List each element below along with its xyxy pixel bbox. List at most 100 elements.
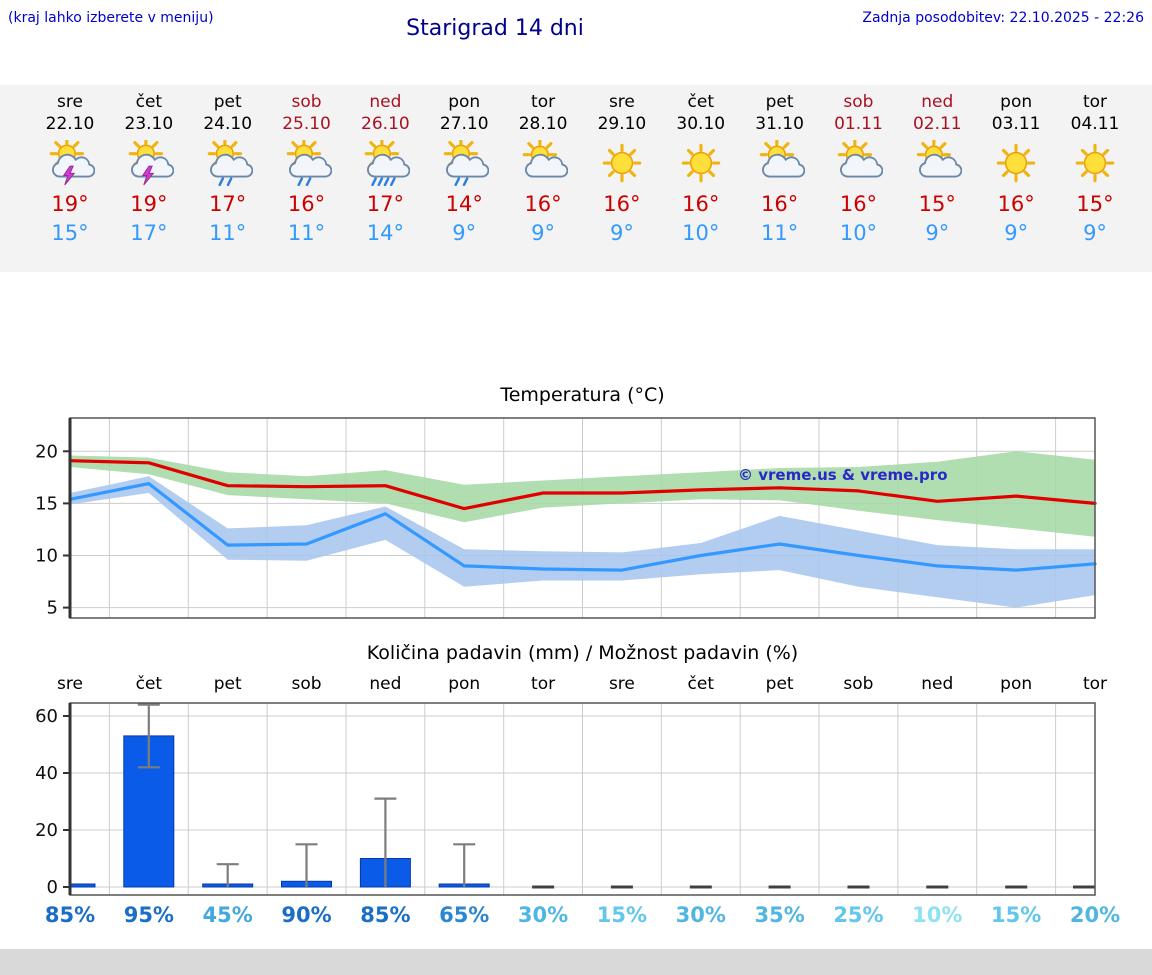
max-temperature: 17° <box>209 192 247 216</box>
forecast-strip: sre 22.10 19° 15° čet 23.10 19° 17° pet … <box>0 85 1152 272</box>
day-name: pon <box>448 92 481 112</box>
temp-ytick-label: 20 <box>35 441 58 462</box>
precip-probability: 30% <box>517 903 569 927</box>
precip-probability: 20% <box>1069 903 1121 927</box>
min-temperature: 14° <box>366 221 404 245</box>
max-temperature: 16° <box>524 192 562 216</box>
precip-probability: 30% <box>675 903 726 927</box>
day-name: ned <box>369 92 402 112</box>
precip-day-label: pet <box>213 674 242 694</box>
partly-cloudy-icon <box>740 137 820 186</box>
precip-probability: 85% <box>360 903 411 927</box>
precip-probability: 25% <box>833 903 884 927</box>
zero-precip-mark <box>847 885 870 889</box>
sun-icon <box>661 140 741 186</box>
zero-precip-mark <box>1005 885 1028 889</box>
thunderstorm-icon <box>109 136 189 186</box>
max-temperature: 19° <box>130 192 168 216</box>
min-temperature: 17° <box>130 221 168 245</box>
forecast-day[interactable]: pon 27.10 14° 9° <box>424 85 504 272</box>
precip-day-label: pon <box>1000 674 1033 694</box>
day-name: pet <box>213 92 242 112</box>
max-temperature: 19° <box>51 192 89 216</box>
day-date: 22.10 <box>45 114 95 134</box>
day-date: 01.11 <box>834 114 883 134</box>
precip-day-label: sre <box>57 674 83 694</box>
forecast-day[interactable]: ned 26.10 17° 14° <box>345 85 425 272</box>
forecast-day[interactable]: sre 22.10 19° 15° <box>30 85 110 272</box>
precip-ytick-label: 0 <box>47 877 58 898</box>
precip-probability: 65% <box>439 903 490 927</box>
min-temperature: 10° <box>839 221 878 245</box>
min-temperature: 9° <box>1004 221 1029 245</box>
precip-ytick-label: 40 <box>35 763 58 784</box>
temperature-chart: 5 10 15 20 © vreme.us & vreme.pro <box>35 417 1097 619</box>
temp-ytick-label: 15 <box>35 493 58 514</box>
precip-probability: 15% <box>991 903 1042 927</box>
zero-precip-mark <box>768 885 791 889</box>
rain-icon <box>188 136 268 187</box>
partly-cloudy-icon <box>897 137 977 186</box>
day-date: 24.10 <box>203 114 253 134</box>
min-temperature: 9° <box>925 221 950 245</box>
day-name: ned <box>921 92 954 112</box>
precip-day-label: tor <box>531 674 556 694</box>
max-temperature-line <box>68 459 1097 511</box>
precip-day-label: ned <box>921 674 954 694</box>
day-date: 31.10 <box>755 114 804 134</box>
forecast-day[interactable]: sob 01.11 16° 10° <box>818 85 898 272</box>
day-name: sob <box>291 92 322 112</box>
precip-day-label: sob <box>291 674 322 694</box>
forecast-day[interactable]: tor 28.10 16° 9° <box>503 85 583 272</box>
max-temperature: 16° <box>287 192 326 216</box>
precip-ytick-label: 20 <box>35 820 58 841</box>
precip-probability: 90% <box>281 903 332 927</box>
day-date: 30.10 <box>676 114 726 134</box>
day-name: pet <box>765 92 794 112</box>
precip-day-label: pet <box>765 674 794 694</box>
zero-precip-mark <box>610 885 633 889</box>
min-temperature: 11° <box>287 221 326 245</box>
min-temperature: 9° <box>531 221 555 245</box>
forecast-day[interactable]: ned 02.11 15° 9° <box>897 85 977 272</box>
precip-bar <box>69 883 96 888</box>
max-temperature: 14° <box>445 192 483 216</box>
page-title: Starigrad 14 dni <box>406 16 584 41</box>
day-name: tor <box>1082 92 1108 112</box>
precip-probability: 85% <box>44 903 96 927</box>
precipitation-chart: 0 20 40 60 <box>35 702 1096 898</box>
forecast-day[interactable]: sre 29.10 16° 9° <box>582 85 662 272</box>
sun-icon <box>976 140 1056 186</box>
forecast-day[interactable]: pet 24.10 17° 11° <box>188 85 268 272</box>
min-temperature: 11° <box>209 221 247 245</box>
max-temperature: 17° <box>366 192 404 216</box>
precip-probability: 45% <box>202 903 253 927</box>
zero-precip-mark <box>689 885 712 889</box>
precip-range-whisker <box>216 863 239 887</box>
day-date: 25.10 <box>282 114 331 134</box>
forecast-day[interactable]: pon 03.11 16° 9° <box>976 85 1056 272</box>
precip-ytick-label: 60 <box>35 706 58 727</box>
forecast-day[interactable]: čet 30.10 16° 10° <box>661 85 741 272</box>
day-name: sre <box>57 92 83 112</box>
precip-probability: 95% <box>123 903 174 927</box>
forecast-day[interactable]: pet 31.10 16° 11° <box>740 85 820 272</box>
day-name: sre <box>608 92 635 112</box>
day-name: čet <box>687 92 714 112</box>
precip-day-label: pon <box>448 674 481 694</box>
day-name: pon <box>1000 92 1033 112</box>
precip-range-whisker <box>453 843 476 887</box>
min-temperature-range-band <box>70 476 1095 608</box>
forecast-day[interactable]: tor 04.11 15° 9° <box>1055 85 1135 272</box>
precip-day-label: sob <box>843 674 874 694</box>
day-date: 03.11 <box>991 114 1041 134</box>
min-temperature: 15° <box>51 221 89 245</box>
forecast-day[interactable]: čet 23.10 19° 17° <box>109 85 189 272</box>
day-date: 02.11 <box>912 114 962 134</box>
forecast-day[interactable]: sob 25.10 16° 11° <box>267 85 347 272</box>
zero-precip-mark <box>1073 885 1095 889</box>
precipitation-chart-title: Količina padavin (mm) / Možnost padavin … <box>366 642 799 664</box>
precip-day-label: ned <box>369 674 402 694</box>
chart-watermark: © vreme.us & vreme.pro <box>738 466 948 484</box>
